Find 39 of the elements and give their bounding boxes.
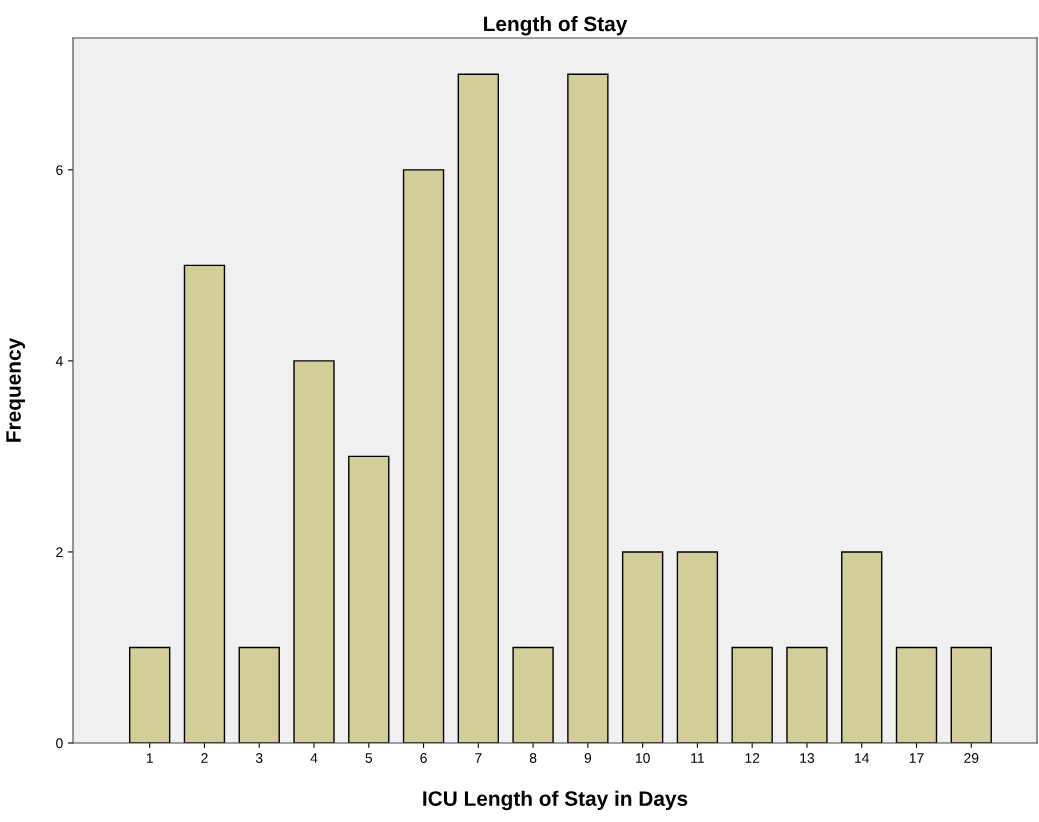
x-tick-label: 4: [310, 753, 318, 763]
bar: [128, 646, 171, 743]
y-tick-label: 4: [55, 356, 63, 366]
bar: [731, 646, 773, 743]
bar: [402, 169, 445, 743]
bar: [621, 551, 664, 743]
bar: [567, 73, 609, 743]
chart-title: Length of Stay: [484, 15, 628, 36]
x-tick-label: 10: [635, 753, 650, 763]
bar: [183, 264, 226, 743]
x-tick-label: 17: [909, 753, 924, 763]
bar: [457, 73, 500, 743]
bar: [841, 551, 883, 743]
bar: [348, 455, 390, 743]
x-tick-label: 8: [529, 753, 537, 763]
x-tick-label: 6: [420, 753, 427, 763]
bar: [293, 360, 335, 743]
x-tick-label: 1: [146, 753, 153, 763]
x-tick-label: 9: [584, 753, 592, 763]
x-tick-label: 29: [964, 753, 979, 763]
x-tick-label: 14: [855, 753, 870, 763]
x-tick-label: 7: [475, 753, 482, 763]
bar: [895, 646, 938, 743]
y-axis-title: Frequency: [6, 337, 25, 442]
bar: [512, 646, 554, 743]
y-tick-label: 6: [56, 165, 63, 175]
bar: [676, 551, 719, 743]
x-tick-label: 12: [745, 753, 760, 763]
bar: [950, 646, 992, 743]
x-tick-label: 2: [201, 753, 208, 763]
x-tick-label: 5: [365, 753, 373, 763]
bar: [238, 646, 280, 743]
x-tick-label: 3: [255, 753, 263, 763]
x-tick-label: 13: [800, 753, 815, 763]
bar: [786, 646, 828, 743]
y-tick-label: 2: [56, 547, 63, 557]
x-tick-label: 11: [691, 753, 704, 763]
x-axis-title: ICU Length of Stay in Days: [423, 790, 688, 811]
y-tick-label: 0: [56, 738, 63, 749]
